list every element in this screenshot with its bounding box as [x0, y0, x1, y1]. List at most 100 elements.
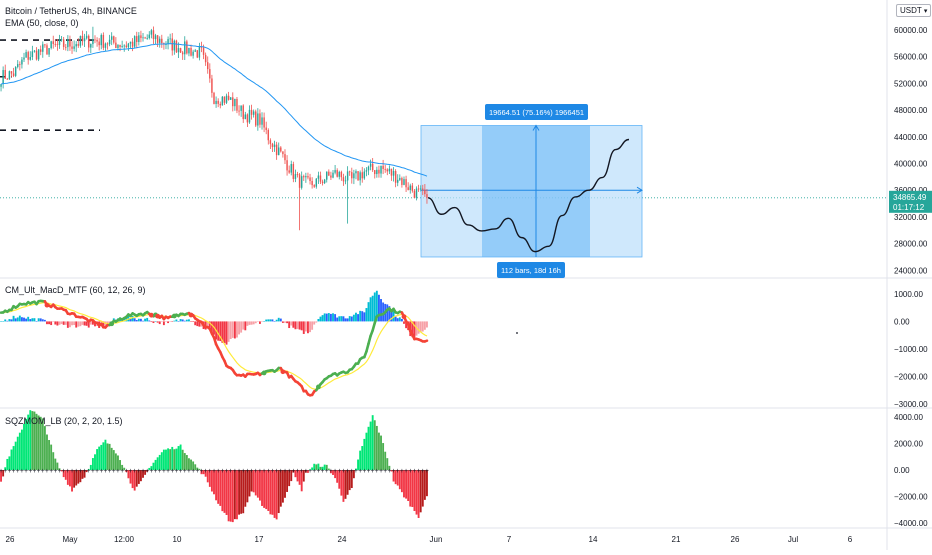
currency-badge[interactable]: USDT ▾	[896, 4, 931, 17]
candle-body	[109, 40, 110, 44]
candle-body	[36, 51, 37, 60]
price-tick-label: 40000.00	[894, 160, 928, 169]
candle-body	[213, 93, 214, 104]
sqz-bar	[11, 450, 13, 470]
candle-body	[32, 51, 33, 57]
candle-body	[326, 172, 327, 180]
macd-histogram-bar	[334, 314, 336, 321]
macd-histogram-bar	[320, 317, 322, 322]
macd-histogram-bar	[391, 312, 393, 322]
macd-histogram-bar	[59, 321, 61, 324]
candle-body	[230, 97, 231, 99]
sqz-bar	[365, 433, 367, 470]
symbol-title[interactable]: Bitcoin / TetherUS, 4h, BINANCE	[5, 5, 137, 17]
macd-histogram-bar	[328, 313, 330, 321]
macd-histogram-bar	[315, 321, 317, 322]
macd-tick-label: −2000.00	[894, 373, 928, 382]
sqz-bar	[163, 450, 165, 470]
macd-histogram-bar	[370, 297, 372, 321]
candle-body	[424, 190, 425, 194]
candle-body	[117, 45, 118, 48]
macd-histogram-bar	[182, 319, 184, 321]
candle-body	[378, 170, 379, 174]
sqz-legend[interactable]: SQZMOM_LB (20, 2, 20, 1.5)	[5, 415, 123, 427]
macd-histogram-bar	[338, 316, 340, 321]
candle-body	[242, 105, 243, 119]
macd-histogram-bar	[21, 317, 23, 321]
macd-histogram-bar	[153, 321, 155, 323]
macd-histogram-bar	[180, 319, 182, 321]
price-badge-value: 34865.49	[893, 193, 927, 202]
sqz-bar	[261, 470, 263, 506]
macd-histogram-bar	[75, 321, 77, 327]
candle-body	[374, 170, 375, 174]
candle-body	[194, 50, 195, 51]
macd-histogram-bar	[61, 321, 63, 324]
sqz-bar	[380, 436, 382, 470]
candle-body	[232, 97, 233, 106]
sqz-bar	[46, 435, 48, 470]
macd-histogram-bar	[284, 321, 286, 322]
candle-body	[418, 189, 419, 190]
macd-histogram-bar	[29, 319, 31, 321]
candle-body	[190, 48, 191, 56]
macd-histogram-bar	[244, 321, 246, 330]
time-tick-label: 21	[672, 535, 681, 544]
macd-histogram-bar	[6, 321, 8, 322]
candle-body	[15, 67, 16, 76]
sqz-bar	[48, 440, 50, 470]
price-axis[interactable]: 24000.0028000.0032000.0036000.0040000.00…	[889, 26, 932, 528]
time-tick-label: 26	[731, 535, 740, 544]
candle-body	[341, 172, 342, 177]
macd-histogram-bar	[15, 318, 17, 321]
candle-body	[255, 111, 256, 125]
candle-body	[362, 172, 363, 178]
candle-body	[410, 186, 411, 190]
macd-tick-label: 0.00	[894, 317, 910, 326]
sqz-bar	[230, 470, 232, 522]
sqz-bar	[363, 439, 365, 470]
macd-histogram-bar	[148, 320, 150, 321]
macd-histogram-bar	[31, 318, 33, 321]
ema-line	[1, 44, 427, 177]
candle-body	[142, 37, 143, 38]
candle-body	[30, 57, 31, 60]
candle-body	[343, 177, 344, 181]
chevron-down-icon: ▾	[924, 8, 928, 15]
bars-label: 112 bars, 18d 16h	[497, 262, 565, 278]
projection-range[interactable]	[421, 125, 642, 256]
macd-histogram-bar	[23, 318, 25, 322]
macd-histogram-bar	[365, 308, 367, 321]
macd-histogram-bar	[50, 321, 52, 325]
macd-histogram-bar	[38, 318, 40, 321]
ema-legend[interactable]: EMA (50, close, 0)	[5, 17, 79, 29]
candle-body	[78, 44, 79, 46]
macd-histogram-bar	[82, 321, 84, 324]
candle-body	[313, 185, 314, 187]
sqz-bar	[420, 470, 422, 512]
macd-histogram-bar	[265, 320, 267, 322]
candle-body	[274, 145, 275, 147]
candle-body	[11, 71, 12, 73]
candle-body	[25, 52, 26, 57]
macd-histogram-bar	[294, 321, 296, 329]
candle-body	[259, 113, 260, 124]
cross-dot	[155, 314, 160, 319]
candle-body	[67, 39, 68, 47]
macd-histogram-bar	[238, 321, 240, 334]
macd-histogram-bar	[150, 321, 152, 322]
candle-body	[291, 164, 292, 173]
candle-body	[215, 101, 216, 104]
candle-body	[220, 104, 221, 106]
sqz-bar	[223, 470, 225, 513]
measure-label-text: 19664.51 (75.16%) 1966451	[489, 108, 584, 117]
candle-body	[203, 48, 204, 55]
macd-legend[interactable]: CM_Ult_MacD_MTF (60, 12, 26, 9)	[5, 284, 146, 296]
macd-histogram-bar	[40, 318, 42, 321]
sqz-bar	[413, 470, 415, 511]
candle-body	[50, 41, 51, 48]
macd-histogram-bar	[349, 316, 351, 321]
macd-histogram-bar	[73, 321, 75, 325]
